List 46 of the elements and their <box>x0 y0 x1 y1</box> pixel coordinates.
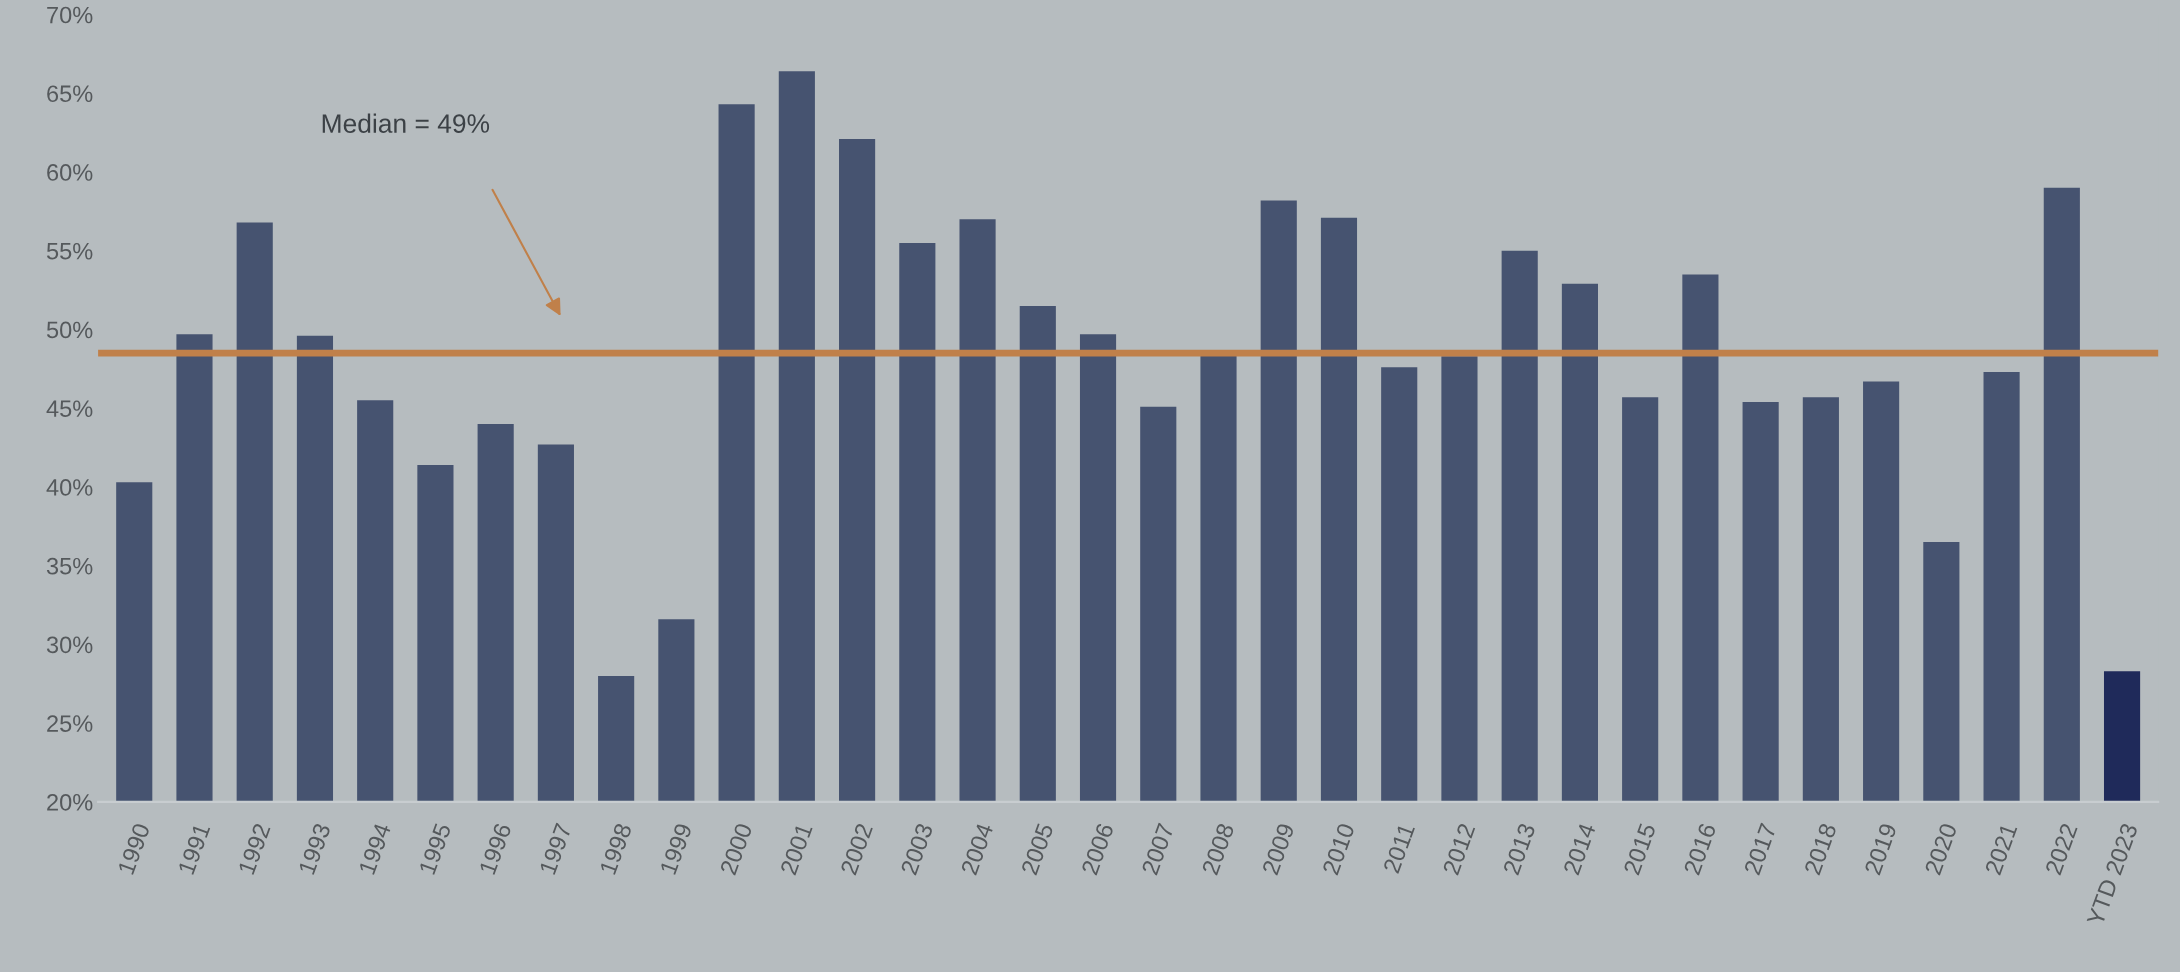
x-tick-label: 2018 <box>1803 822 1837 876</box>
y-tick-label: 25% <box>47 715 93 732</box>
x-tick-label: 1995 <box>418 822 452 875</box>
x-tick-label: 2002 <box>840 822 873 876</box>
y-tick-label: 50% <box>46 321 93 339</box>
x-tick-label: 1998 <box>599 822 633 875</box>
x-tick-label: 2016 <box>1683 822 1717 876</box>
x-tick-label: 2003 <box>900 822 934 876</box>
x-tick-label: 1999 <box>659 822 693 875</box>
x-tick-label: 2015 <box>1623 822 1657 876</box>
x-tick-label: 2021 <box>1984 822 2018 876</box>
x-tick-label: YTD 2023 <box>2086 822 2138 927</box>
x-tick-label: 1990 <box>117 822 151 875</box>
y-tick-label: 70% <box>47 6 93 24</box>
y-tick-label: 55% <box>46 242 93 260</box>
x-tick-label: 2010 <box>1322 822 1355 876</box>
x-tick-label: 2007 <box>1141 822 1175 876</box>
x-tick-label: 1993 <box>298 822 331 875</box>
y-tick-label: 60% <box>47 164 93 181</box>
x-tick-label: 2014 <box>1562 822 1596 876</box>
x-tick-label: 2022 <box>2044 822 2078 876</box>
x-tick-label: 2006 <box>1081 822 1114 876</box>
x-tick-label: 2012 <box>1442 822 1476 876</box>
x-tick-label: 2017 <box>1743 822 1777 876</box>
y-tick-label: 20% <box>47 793 93 811</box>
x-tick-label: 2000 <box>719 822 753 876</box>
x-tick-label: 1996 <box>478 822 512 875</box>
x-tick-label: 1997 <box>539 822 572 875</box>
x-tick-label: 2001 <box>779 822 813 876</box>
y-tick-label: 65% <box>47 85 93 103</box>
x-tick-label: 2011 <box>1382 822 1416 874</box>
y-tick-label: 30% <box>46 636 93 654</box>
x-tick-label: 2004 <box>960 822 994 876</box>
x-tick-label: 2005 <box>1020 822 1054 876</box>
y-tick-label: 35% <box>46 557 93 575</box>
x-tick-label: 1991 <box>177 822 211 875</box>
x-tick-label: 1992 <box>237 822 271 875</box>
x-tick-label: 2019 <box>1864 822 1898 876</box>
annotation: Median = 49% <box>322 113 490 133</box>
x-tick-label: 2020 <box>1924 822 1958 876</box>
x-tick-label: 1994 <box>358 822 392 875</box>
x-tick-label: 2009 <box>1261 822 1295 876</box>
y-tick-label: 40% <box>46 479 93 496</box>
x-tick-label: 2008 <box>1201 822 1235 876</box>
x-tick-label: 2013 <box>1502 822 1536 876</box>
y-tick-label: 45% <box>46 400 93 418</box>
